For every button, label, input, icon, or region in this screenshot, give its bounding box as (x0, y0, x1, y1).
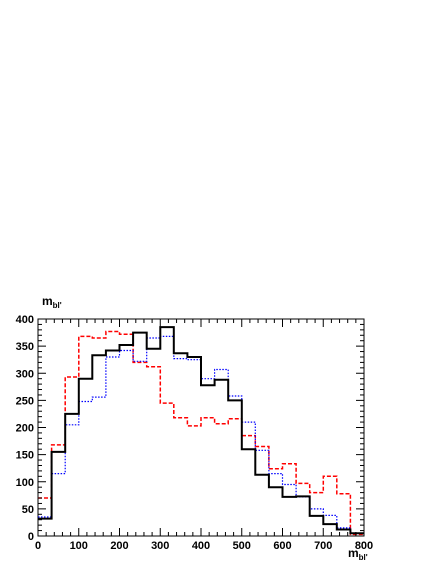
series-layer (38, 326, 364, 536)
y-tick-label: 350 (16, 341, 34, 353)
y-tick-label: 100 (16, 477, 34, 489)
x-tick-label: 800 (355, 540, 373, 552)
y-tick-label: 300 (16, 368, 34, 380)
y-axis-title-sub: bl' (53, 301, 62, 310)
y-axis-title-main: m (42, 294, 53, 308)
y-tick-label: 50 (22, 504, 34, 516)
y-tick-label: 0 (28, 531, 34, 543)
y-axis-title: mbl' (42, 294, 62, 310)
x-tick-label: 100 (70, 540, 88, 552)
series-line-solid (38, 326, 364, 535)
x-tick-label: 300 (151, 540, 169, 552)
y-tick-label: 250 (16, 395, 34, 407)
y-tick-label: 400 (16, 314, 34, 326)
x-tick-label: 500 (233, 540, 251, 552)
series-line-dashed (38, 330, 364, 536)
plot-frame (37, 318, 365, 537)
x-axis-title-sub: bl' (359, 553, 368, 562)
x-axis-title: mbl' (348, 546, 368, 562)
y-tick-label: 200 (16, 423, 34, 435)
x-axis: 0 100 200 300 400 500 600 700 800 (35, 319, 373, 552)
y-tick-label: 150 (16, 450, 34, 462)
x-tick-label: 600 (273, 540, 291, 552)
x-tick-label: 200 (110, 540, 128, 552)
x-axis-title-main: m (348, 546, 359, 560)
y-axis: 0 50 100 150 200 250 300 350 400 (16, 314, 364, 543)
x-tick-label: 0 (35, 540, 41, 552)
x-tick-label: 700 (314, 540, 332, 552)
x-tick-label: 400 (192, 540, 210, 552)
